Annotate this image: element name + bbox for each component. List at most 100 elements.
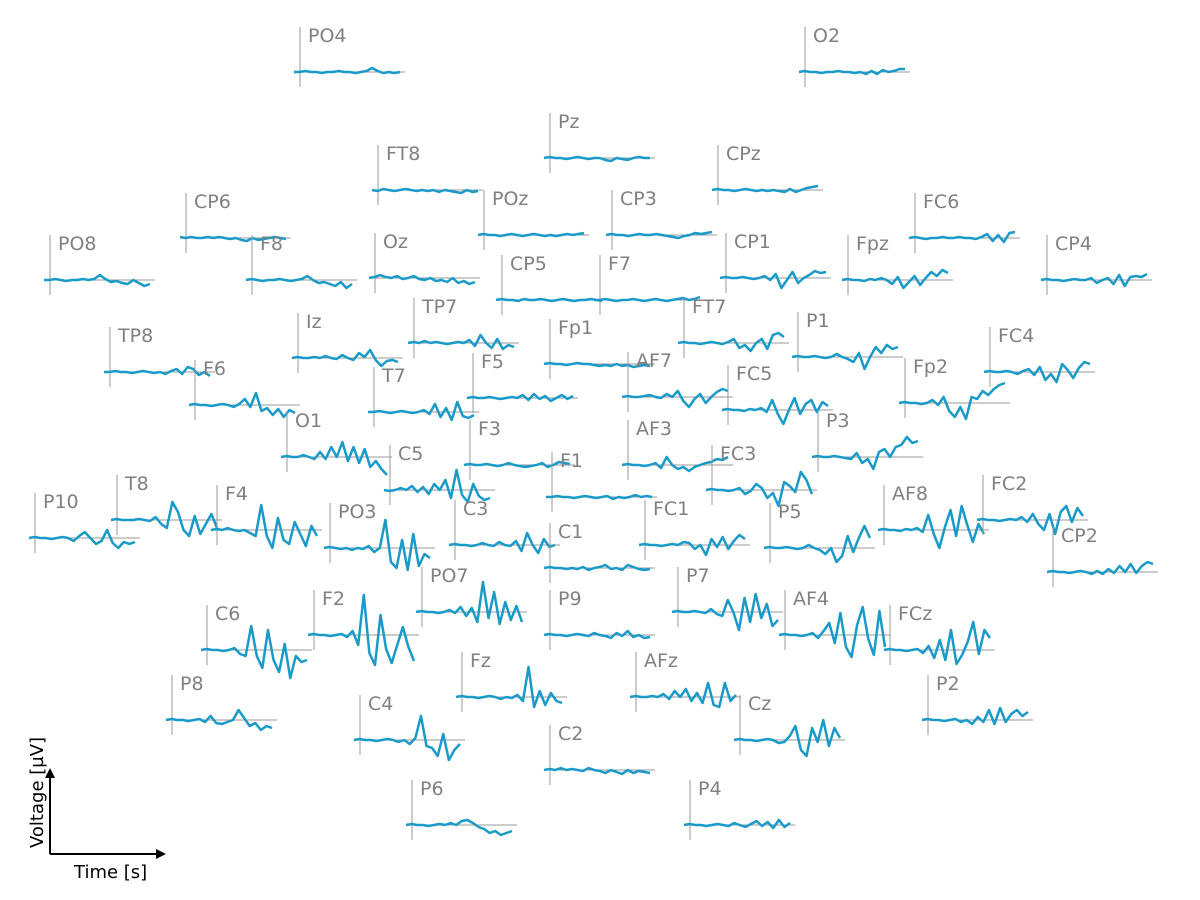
channel-trace <box>455 665 563 709</box>
channel-label: FC2 <box>991 473 1027 495</box>
channel-trace <box>407 333 515 351</box>
channel-trace <box>811 435 919 471</box>
channel-label: F6 <box>203 358 226 380</box>
channel-trace <box>543 563 651 572</box>
channel-trace <box>543 361 651 369</box>
channel-trace <box>165 708 273 732</box>
channel-label: C1 <box>558 521 583 543</box>
channel-label: Fp2 <box>913 356 948 378</box>
channel-label: POz <box>492 188 528 210</box>
channel-label: CP4 <box>1055 233 1092 255</box>
channel-trace <box>711 184 819 194</box>
channel-trace <box>621 455 729 473</box>
channel-trace <box>883 620 992 666</box>
channel-trace <box>594 295 701 303</box>
channel-label: C3 <box>463 498 488 520</box>
channel-trace <box>307 593 416 667</box>
channel-label: P1 <box>806 310 830 332</box>
channel-trace <box>44 273 151 288</box>
channel-trace <box>621 387 729 409</box>
channel-label: C2 <box>558 723 583 745</box>
channel-label: C6 <box>215 603 240 625</box>
channel-trace <box>908 230 1016 244</box>
channel-label: Fp1 <box>558 317 593 339</box>
channel-label: FC4 <box>998 325 1034 347</box>
channel-trace <box>368 400 475 422</box>
channel-label: P8 <box>180 673 204 695</box>
channel-trace <box>721 396 829 426</box>
channel-label: PO7 <box>430 565 469 587</box>
channel-trace <box>200 624 308 680</box>
channel-trace <box>291 348 399 368</box>
channel-trace <box>371 187 479 195</box>
channel-label: Iz <box>306 311 322 333</box>
channel-label: FCz <box>898 603 932 625</box>
channel-trace <box>210 503 319 550</box>
channel-label: CP3 <box>620 188 657 210</box>
channel-label: FT8 <box>386 143 420 165</box>
channel-label: F4 <box>225 483 248 505</box>
channel-label: FC1 <box>653 498 689 520</box>
channel-label: O2 <box>813 25 840 47</box>
channel-trace <box>294 66 401 75</box>
channel-label: P9 <box>558 588 582 610</box>
channel-trace <box>104 365 211 378</box>
channel-trace <box>898 381 1006 421</box>
channel-label: F5 <box>481 351 504 373</box>
channel-label: CP6 <box>194 191 231 213</box>
channel-trace <box>921 706 1029 726</box>
channel-label: TP8 <box>117 325 153 347</box>
channel-trace <box>798 67 905 76</box>
channel-trace <box>683 818 791 830</box>
channel-label: Fz <box>470 650 491 672</box>
channel-label: Pz <box>558 111 579 133</box>
channel-trace <box>629 681 737 709</box>
channel-label: F8 <box>260 233 283 255</box>
channel-trace <box>705 470 814 508</box>
channel-label: AF3 <box>636 418 672 440</box>
channel-trace <box>415 580 524 626</box>
channel-label: P10 <box>43 491 79 513</box>
channel-trace <box>671 592 779 632</box>
y-axis-label: Voltage [µV] <box>27 737 48 848</box>
channel-label: T8 <box>124 473 149 495</box>
channel-trace <box>778 605 887 659</box>
channel-trace <box>543 766 651 776</box>
channel-trace <box>1040 272 1148 288</box>
channel-label: TP7 <box>421 296 457 318</box>
channel-trace <box>463 460 571 469</box>
channel-label: P5 <box>778 501 802 523</box>
channel-trace <box>383 468 491 504</box>
channel-label: P7 <box>686 565 710 587</box>
channel-trace <box>188 391 296 419</box>
channel-trace <box>543 155 650 163</box>
channel-label: PO8 <box>58 233 97 255</box>
channel-label: CP2 <box>1061 525 1098 547</box>
channel-label: CP5 <box>510 253 547 275</box>
channel-trace <box>448 531 556 555</box>
channel-trace <box>280 440 388 476</box>
channel-label: F7 <box>608 253 631 275</box>
channel-label: C5 <box>398 443 423 465</box>
channel-label: Fpz <box>856 233 889 255</box>
channel-trace <box>495 297 603 303</box>
channel-label: AF4 <box>793 588 829 610</box>
channel-trace <box>841 268 949 290</box>
x-axis-label: Time [s] <box>73 862 147 883</box>
channel-trace <box>605 230 713 240</box>
channel-label: CPz <box>726 143 761 165</box>
channel-trace <box>466 392 574 403</box>
channel-trace <box>28 528 136 550</box>
channel-label: P2 <box>936 673 960 695</box>
channel-trace <box>477 231 585 238</box>
channel-trace <box>733 718 842 758</box>
channel-trace <box>791 343 899 371</box>
channel-label: Cz <box>748 693 771 715</box>
channel-trace <box>677 331 785 353</box>
channel-trace <box>368 273 476 286</box>
channel-label: PO4 <box>308 25 347 47</box>
channel-trace <box>323 518 431 572</box>
channel-label: P4 <box>698 778 722 800</box>
channel-label: FC3 <box>720 443 756 465</box>
channel-label: F1 <box>560 450 583 472</box>
